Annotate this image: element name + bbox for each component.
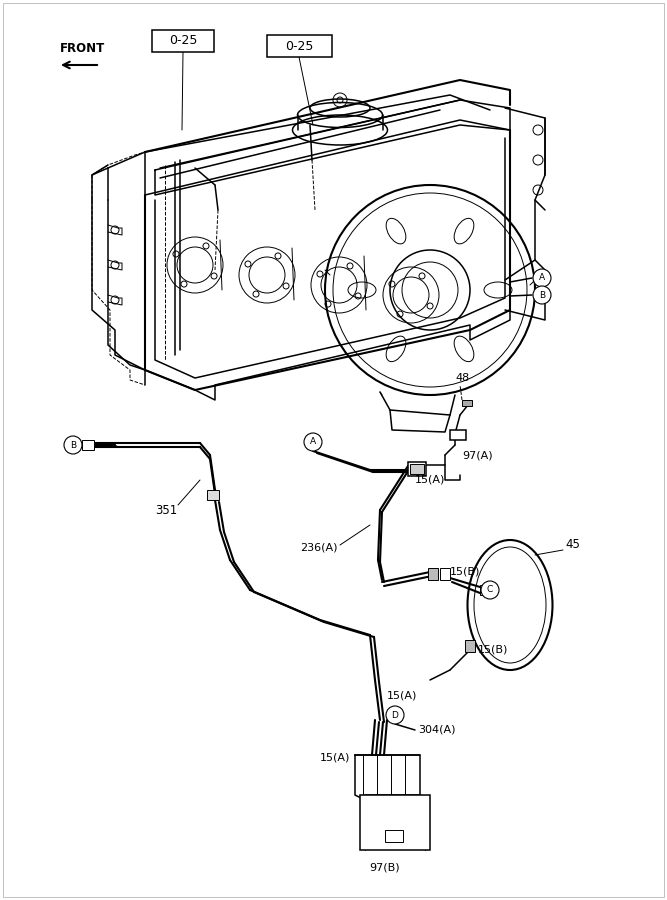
Text: FRONT: FRONT xyxy=(60,41,105,55)
Bar xyxy=(152,30,214,52)
Bar xyxy=(385,830,403,842)
Circle shape xyxy=(481,581,499,599)
Text: 15(A): 15(A) xyxy=(415,475,446,485)
Text: 45: 45 xyxy=(565,538,580,552)
Text: B: B xyxy=(70,440,76,449)
Text: 236(A): 236(A) xyxy=(300,543,338,553)
Text: 0-25: 0-25 xyxy=(285,40,313,52)
Bar xyxy=(267,35,332,57)
Bar xyxy=(428,568,438,580)
Text: A: A xyxy=(539,274,545,283)
Bar xyxy=(207,490,219,500)
Text: D: D xyxy=(392,710,398,719)
Text: B: B xyxy=(539,291,545,300)
Bar xyxy=(408,462,426,476)
Text: 15(B): 15(B) xyxy=(450,567,480,577)
Circle shape xyxy=(533,286,551,304)
Circle shape xyxy=(64,436,82,454)
Text: 15(A): 15(A) xyxy=(387,690,418,700)
Text: 15(A): 15(A) xyxy=(320,753,350,763)
Bar xyxy=(82,440,94,450)
Bar xyxy=(410,464,424,474)
Text: 0-25: 0-25 xyxy=(169,34,197,48)
Circle shape xyxy=(304,433,322,451)
Text: 15(B): 15(B) xyxy=(478,645,508,655)
Bar xyxy=(480,585,494,595)
Bar xyxy=(465,640,475,652)
Text: C: C xyxy=(487,586,493,595)
Text: 97(A): 97(A) xyxy=(462,450,493,460)
Text: 48: 48 xyxy=(455,373,470,383)
Bar xyxy=(462,400,472,406)
Text: 97(B): 97(B) xyxy=(370,863,400,873)
Bar xyxy=(440,568,450,580)
Text: A: A xyxy=(310,437,316,446)
Text: 351: 351 xyxy=(155,503,177,517)
Bar xyxy=(450,430,466,440)
Text: 304(A): 304(A) xyxy=(418,725,456,735)
Circle shape xyxy=(386,706,404,724)
Bar xyxy=(360,795,430,850)
Circle shape xyxy=(533,269,551,287)
